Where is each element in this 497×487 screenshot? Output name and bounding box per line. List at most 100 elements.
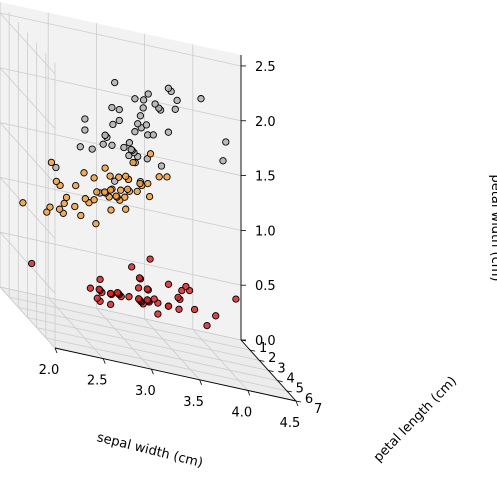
z-gridline-left	[0, 12, 56, 75]
scatter-point-series-0	[113, 288, 122, 297]
z-tick-labels: 0.0 0.5 1.0 1.5 2.0 2.5	[241, 60, 276, 349]
y-gridline-floor	[45, 337, 287, 392]
scatter-point-series-2	[127, 145, 135, 154]
x-tick-labels: 2.0 2.5 3.0 3.5 4.0 4.5	[39, 347, 300, 431]
x-tick-label: 2.5	[87, 374, 108, 389]
y-gridline-floor	[9, 296, 251, 351]
scatter-point-series-2	[115, 105, 123, 114]
scatter-point-series-1	[46, 203, 54, 211]
scatter-point-series-2	[151, 100, 159, 108]
scatter-point-series-1	[144, 179, 152, 188]
scatter-point-series-0	[190, 305, 199, 314]
scatter-point-series-0	[93, 294, 101, 302]
scatter-point-series-2	[222, 138, 230, 146]
z-gridline-back	[0, 231, 242, 286]
scatter-point-series-1	[43, 208, 51, 216]
x-axis-line	[54, 347, 297, 402]
z-tick-label: 0.5	[255, 279, 276, 294]
y-gridline-floor	[36, 327, 278, 382]
z-tick-label: 2.0	[255, 115, 276, 130]
y-tick-mark	[295, 400, 302, 403]
scatter-point-series-2	[88, 145, 96, 153]
x-tick-mark	[295, 400, 299, 407]
z-tick-label: 2.5	[255, 60, 276, 75]
scatter-point-series-2	[108, 103, 116, 112]
scatter-point-series-0	[154, 310, 162, 318]
scatter-point-series-0	[232, 295, 240, 303]
scatter-point-series-1	[81, 195, 89, 203]
z-gridline-left	[0, 67, 56, 130]
scatter-point-series-2	[134, 120, 142, 128]
y-axis-label: petal length (cm)	[371, 374, 460, 465]
z-tick-label: 1.0	[255, 224, 276, 239]
scatter-point-series-1	[122, 172, 130, 180]
scatter-point-series-1	[123, 185, 132, 193]
scatter-point-series-2	[139, 96, 148, 104]
scatter-point-series-2	[109, 120, 117, 129]
scatter-point-series-1	[71, 202, 79, 211]
y-gridline-floor	[27, 317, 269, 371]
z-gridline-back	[0, 286, 242, 341]
scatter-point-series-2	[164, 128, 173, 136]
scatter-point-series-2	[144, 90, 152, 98]
back-pane	[0, 2, 241, 340]
y-tick-label: 3	[277, 361, 285, 376]
scatter-point-series-1	[93, 188, 101, 196]
x-tick-mark	[151, 369, 154, 375]
scatter-point-series-1	[52, 177, 61, 186]
scatter-point-series-1	[146, 150, 155, 158]
scatter-point-series-2	[81, 126, 89, 134]
scatter-point-series-0	[143, 285, 151, 293]
x-tick-label: 4.0	[231, 405, 252, 420]
scatter-point-series-0	[134, 284, 143, 292]
z-gridline-left	[0, 122, 56, 184]
y-tick-mark	[277, 380, 283, 383]
scatter-point-series-1	[115, 173, 123, 181]
scatter-point-series-0	[128, 263, 136, 271]
scatter-point-series-0	[28, 259, 36, 268]
scatter-point-series-1	[133, 187, 141, 196]
scatter-point-series-1	[77, 211, 85, 220]
y-tick-mark	[259, 359, 265, 362]
scatter-point-series-1	[163, 173, 171, 181]
data-points	[19, 78, 240, 330]
scatter-point-series-0	[174, 293, 182, 302]
scatter-point-series-0	[212, 312, 220, 320]
scatter-point-series-0	[96, 275, 104, 284]
scatter-point-series-1	[72, 181, 80, 190]
scatter-point-series-2	[149, 131, 157, 139]
scatter-point-series-0	[146, 255, 154, 263]
scatter-point-series-1	[117, 186, 125, 194]
scatter-point-series-2	[142, 121, 151, 129]
x-tick-mark	[247, 390, 251, 396]
scatter-point-series-2	[164, 84, 173, 92]
scatter-point-series-1	[112, 192, 120, 200]
y-tick-label: 1	[259, 341, 267, 356]
scatter-point-series-0	[86, 284, 95, 292]
scatter-point-series-2	[173, 96, 181, 105]
scatter-point-series-2	[157, 162, 166, 170]
z-tick-label: 1.5	[255, 170, 276, 185]
scatter-point-series-0	[182, 282, 190, 291]
x-tick-label: 3.0	[135, 384, 156, 399]
z-gridline-back	[0, 176, 242, 231]
y-tick-label: 2	[268, 351, 276, 366]
scatter-point-series-2	[52, 163, 60, 172]
scatter-point-series-1	[92, 220, 100, 228]
y-tick-label: 5	[296, 382, 304, 397]
x-tick-mark	[199, 379, 202, 385]
scatter-point-series-2	[143, 155, 151, 163]
scatter-point-series-1	[100, 188, 109, 196]
scatter-point-series-0	[164, 280, 173, 288]
scatter-point-series-2	[115, 116, 123, 125]
scatter-point-series-0	[125, 293, 133, 301]
x-tick-mark	[102, 358, 106, 364]
x-axis-label: sepal width (cm)	[95, 430, 204, 471]
z-gridline-back	[0, 12, 242, 67]
scatter-point-series-2	[139, 104, 147, 112]
scatter-point-series-2	[171, 105, 179, 113]
scatter-point-series-1	[106, 186, 115, 194]
scatter-point-series-0	[135, 274, 144, 282]
